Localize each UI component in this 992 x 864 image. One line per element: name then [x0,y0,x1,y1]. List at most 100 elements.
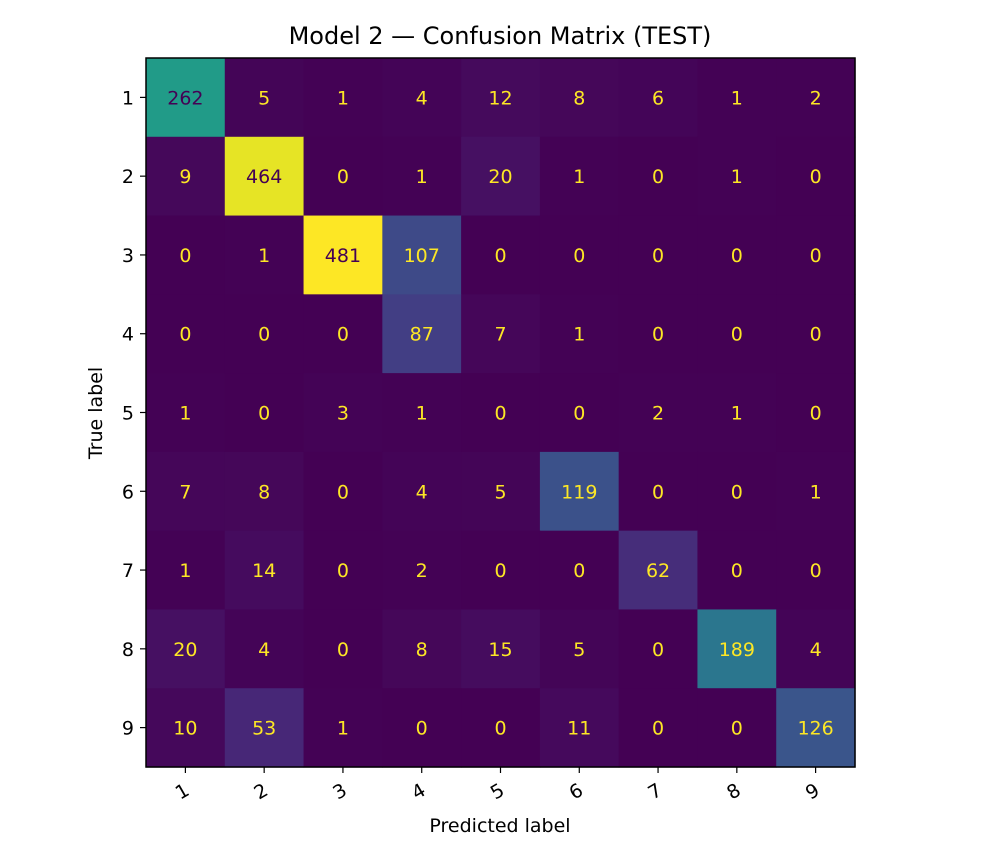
heatmap-cell [382,530,462,611]
heatmap-cell [776,136,856,217]
y-tick-label: 1 [122,87,134,109]
cell-value-label: 1 [337,87,349,109]
x-axis-ticks: 1 2 3 4 5 6 7 8 9 [172,767,823,804]
cell-value-label: 8 [573,87,585,109]
cell-value-label: 6 [652,87,664,109]
cell-value-label: 9 [179,166,191,188]
x-tick-label: 1 [172,779,193,804]
heatmap-cell [618,609,699,689]
heatmap-cell [776,609,856,689]
cell-value-label: 4 [416,481,428,503]
cell-value-label: 1 [731,87,743,109]
x-tick-label: 6 [566,779,587,804]
y-tick-label: 4 [122,324,134,346]
heatmap-cell [697,294,777,374]
cell-value-label: 3 [337,403,349,425]
heatmap-cell [776,58,856,138]
cell-value-label: 1 [179,403,191,425]
heatmap-cell [776,215,856,295]
heatmap-cell [697,215,777,295]
heatmap-cell [224,609,305,689]
cell-value-label: 53 [252,718,276,740]
cell-value-label: 7 [494,324,506,346]
heatmap-cell [146,294,226,374]
heatmap-cell [618,530,699,611]
heatmap-cell [461,451,541,532]
heatmap-cell [697,136,777,217]
heatmap-cell [224,373,305,453]
cell-value-label: 2 [652,403,664,425]
heatmap-cell [382,688,462,768]
heatmap-cell [146,609,226,689]
heatmap-cell [382,215,462,295]
cell-value-label: 0 [731,481,743,503]
heatmap-cell [539,451,620,532]
heatmap-cells [146,58,856,768]
heatmap-cell [303,451,383,532]
heatmap-cell [461,688,541,768]
y-axis-label: True label [85,367,107,460]
cell-value-label: 0 [810,245,822,267]
x-tick-label: 5 [487,779,508,804]
heatmap-cell [303,215,383,295]
heatmap-cell [461,215,541,295]
cell-value-label: 1 [337,718,349,740]
cell-value-label: 126 [797,718,833,740]
x-tick-label: 3 [329,779,350,804]
y-tick-label: 6 [122,481,134,503]
heatmap-cell [618,215,699,295]
cell-value-label: 5 [573,639,585,661]
cell-value-label: 1 [416,166,428,188]
heatmap-cell [461,609,541,689]
x-tick-label: 2 [250,779,271,804]
heatmap-cell [303,373,383,453]
cell-value-label: 0 [652,718,664,740]
heatmap-cell [539,58,620,138]
heatmap-cell [382,136,462,217]
heatmap-cell [697,373,777,453]
cell-value-label: 0 [258,324,270,346]
cell-value-label: 2 [416,560,428,582]
heatmap-cell [303,688,383,768]
heatmap-cell [618,136,699,217]
x-tick-label: 7 [644,779,665,804]
cell-value-label: 0 [337,166,349,188]
cell-value-label: 87 [410,324,434,346]
cell-value-label: 8 [416,639,428,661]
heatmap-cell [618,688,699,768]
cell-value-label: 464 [246,166,282,188]
cell-value-label: 481 [325,245,361,267]
chart-title: Model 2 — Confusion Matrix (TEST) [289,22,712,50]
cell-value-label: 0 [810,166,822,188]
cell-value-label: 0 [494,718,506,740]
x-tick-label: 8 [723,779,744,804]
heatmap-cell [697,530,777,611]
cell-value-label: 62 [646,560,670,582]
heatmap-cell [224,136,305,217]
cell-value-label: 0 [810,403,822,425]
x-tick-label: 4 [408,779,429,804]
heatmap-cell [382,58,462,138]
cell-value-label: 5 [258,87,270,109]
cell-value-label: 5 [494,481,506,503]
cell-value-label: 1 [573,324,585,346]
x-tick-label: 9 [802,779,823,804]
heatmap-cell [776,373,856,453]
heatmap-cell [539,294,620,374]
cell-value-label: 0 [810,560,822,582]
heatmap-cell [618,451,699,532]
heatmap-cell [697,58,777,138]
heatmap-cell [146,530,226,611]
cell-value-label: 0 [652,481,664,503]
heatmap-cell [776,451,856,532]
heatmap-cell [303,294,383,374]
cell-value-label: 4 [810,639,822,661]
cell-value-label: 0 [652,245,664,267]
heatmap-cell [146,58,226,138]
heatmap-cell [382,373,462,453]
heatmap-cell [618,373,699,453]
y-tick-label: 3 [122,245,134,267]
heatmap-cell [303,609,383,689]
heatmap-cell [539,215,620,295]
cell-value-label: 1 [810,481,822,503]
